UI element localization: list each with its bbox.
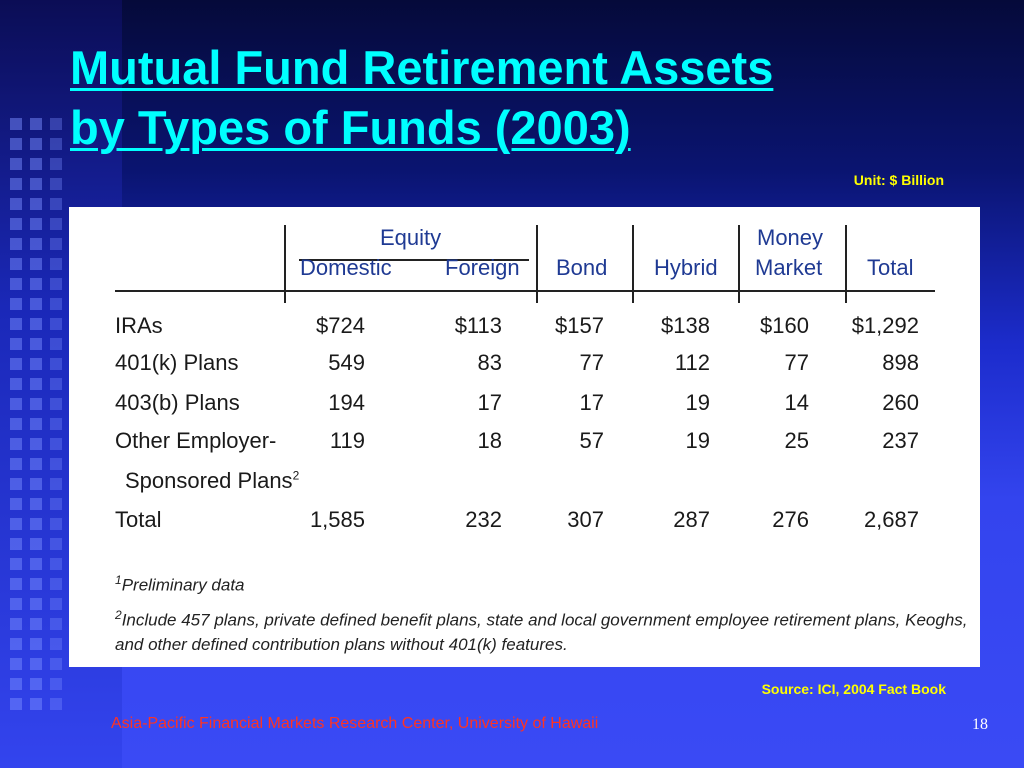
retirement-assets-table: Equity Domestic Foreign Bond Hybrid Mone… bbox=[69, 207, 980, 667]
title-line-1: Mutual Fund Retirement Assets bbox=[70, 41, 774, 94]
table-cell: $157 bbox=[555, 313, 604, 338]
table-cell: 1,585 bbox=[309, 507, 365, 532]
table-cell: 17 bbox=[477, 390, 502, 415]
header-foreign: Foreign bbox=[445, 255, 520, 280]
table-cell: 83 bbox=[477, 350, 502, 375]
unit-label: Unit: $ Billion bbox=[853, 172, 944, 188]
table-cell: 276 bbox=[772, 507, 809, 532]
table-cell: 77 bbox=[784, 350, 809, 375]
table-cell: 2,687 bbox=[863, 507, 919, 532]
table-cell: 17 bbox=[579, 390, 604, 415]
footnote-2-continued: and other defined contribution plans wit… bbox=[115, 635, 568, 654]
slide-title: Mutual Fund Retirement Assets by Types o… bbox=[70, 38, 970, 158]
table-cell: 307 bbox=[567, 507, 604, 532]
row-label-other-employer: Other Employer- bbox=[115, 428, 277, 453]
row-label-sponsored-text: Sponsored Plans bbox=[125, 468, 293, 493]
header-hybrid: Hybrid bbox=[654, 255, 718, 280]
divider-line bbox=[632, 225, 634, 303]
row-label-403b: 403(b) Plans bbox=[115, 390, 240, 415]
footnote-marker: 1 bbox=[115, 573, 122, 587]
table-cell: 19 bbox=[685, 428, 710, 453]
header-bond: Bond bbox=[556, 255, 608, 280]
header-rule bbox=[115, 290, 935, 292]
equity-underline bbox=[299, 259, 529, 261]
table-cell: $113 bbox=[454, 313, 502, 338]
table-cell: 194 bbox=[328, 390, 365, 415]
header-total: Total bbox=[867, 255, 914, 280]
table-cell: 25 bbox=[784, 428, 809, 453]
table-cell: $1,292 bbox=[851, 313, 919, 338]
source-label: Source: ICI, 2004 Fact Book bbox=[761, 681, 946, 697]
footer-organization: Asia-Pacific Financial Markets Research … bbox=[111, 715, 599, 732]
divider-line bbox=[284, 225, 286, 303]
table-cell: 14 bbox=[784, 390, 809, 415]
table-cell: 287 bbox=[673, 507, 710, 532]
row-label-iras: IRAs bbox=[115, 313, 163, 338]
table-cell: $160 bbox=[760, 313, 809, 338]
table-cell: 77 bbox=[579, 350, 604, 375]
footnote-marker: 2 bbox=[292, 468, 300, 483]
table-cell: 57 bbox=[579, 428, 604, 453]
row-label-401k: 401(k) Plans bbox=[115, 350, 239, 375]
title-line-2: by Types of Funds (2003) bbox=[70, 101, 631, 154]
footnote-1: 1Preliminary data bbox=[115, 573, 245, 596]
footnote-marker: 2 bbox=[115, 608, 122, 622]
table-cell: 112 bbox=[674, 350, 710, 375]
table-cell: 19 bbox=[685, 390, 710, 415]
table-cell: 549 bbox=[328, 350, 365, 375]
header-market: Market bbox=[755, 255, 823, 280]
table-cell: 232 bbox=[465, 507, 502, 532]
row-label-sponsored-plans: Sponsored Plans2 bbox=[125, 468, 299, 494]
divider-line bbox=[845, 225, 847, 303]
page-number: 18 bbox=[972, 716, 988, 733]
header-money: Money bbox=[757, 225, 824, 250]
row-label-total: Total bbox=[115, 507, 162, 532]
table-cell: $138 bbox=[661, 313, 710, 338]
divider-line bbox=[536, 225, 538, 303]
table-cell: $724 bbox=[316, 313, 365, 338]
table-cell: 119 bbox=[329, 428, 365, 453]
footnote-1-text: Preliminary data bbox=[121, 575, 245, 595]
decorative-square-pattern bbox=[8, 118, 68, 718]
table-cell: 18 bbox=[477, 428, 502, 453]
table-cell: 898 bbox=[882, 350, 919, 375]
header-equity: Equity bbox=[380, 225, 442, 250]
table-cell: 260 bbox=[882, 390, 919, 415]
divider-line bbox=[738, 225, 740, 303]
footnote-2: 2Include 457 plans, private defined bene… bbox=[115, 608, 968, 631]
footnote-2-text: Include 457 plans, private defined benef… bbox=[121, 610, 968, 630]
header-domestic: Domestic bbox=[300, 255, 392, 280]
table-cell: 237 bbox=[882, 428, 919, 453]
